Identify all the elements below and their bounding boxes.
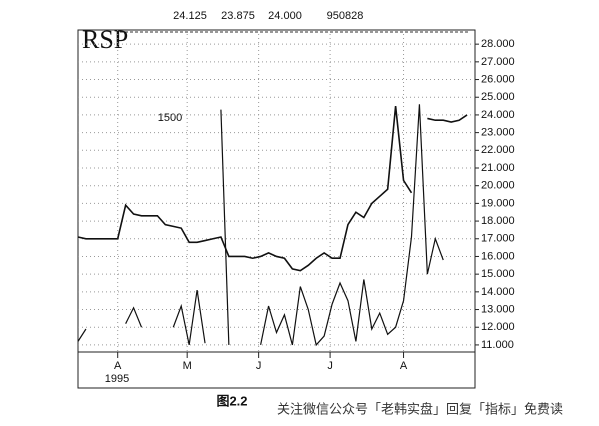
y-tick-label: 12.000 <box>481 321 515 333</box>
y-tick-label: 27.000 <box>481 56 515 68</box>
y-tick-label: 14.000 <box>481 286 515 298</box>
y-tick-label: 18.000 <box>481 215 515 227</box>
annotation: 1500 <box>158 112 182 124</box>
chart-title: RSP <box>82 25 128 54</box>
y-tick-label: 11.000 <box>481 339 514 351</box>
y-tick-label: 17.000 <box>481 233 515 245</box>
y-tick-label: 13.000 <box>481 303 515 315</box>
x-tick-label: J <box>256 360 262 372</box>
x-tick-label: M <box>183 360 192 372</box>
y-tick-label: 24.000 <box>481 109 515 121</box>
x-tick-label: A <box>114 360 122 372</box>
series-line <box>172 289 206 346</box>
y-tick-label: 22.000 <box>481 144 515 156</box>
header-value: 24.125 <box>173 10 207 22</box>
header-value: 23.875 <box>221 10 255 22</box>
x-tick-label: A <box>400 360 408 372</box>
caption: 图2.2 <box>216 393 247 408</box>
x-year-label: 1995 <box>105 373 129 385</box>
y-tick-label: 28.000 <box>481 38 515 50</box>
header-value: 24.000 <box>268 10 302 22</box>
series-line <box>125 306 143 328</box>
series-line <box>77 328 87 342</box>
series-line <box>220 109 230 345</box>
x-axis-box <box>77 351 476 389</box>
watermark: 关注微信公众号「老韩实盘」回复「指标」免费读 <box>277 401 563 416</box>
series-line <box>427 114 468 123</box>
series-line <box>77 105 413 272</box>
x-tick-label: J <box>327 360 333 372</box>
y-tick-label: 25.000 <box>481 91 515 103</box>
y-tick-label: 15.000 <box>481 268 515 280</box>
plot-frame <box>77 29 476 353</box>
y-tick-label: 19.000 <box>481 197 515 209</box>
series-line <box>260 104 444 347</box>
y-tick-label: 23.000 <box>481 127 515 139</box>
y-tick-label: 16.000 <box>481 250 515 262</box>
header-value: 950828 <box>327 10 364 22</box>
y-tick-label: 26.000 <box>481 73 515 85</box>
y-tick-label: 20.000 <box>481 180 515 192</box>
y-tick-label: 21.000 <box>481 162 515 174</box>
